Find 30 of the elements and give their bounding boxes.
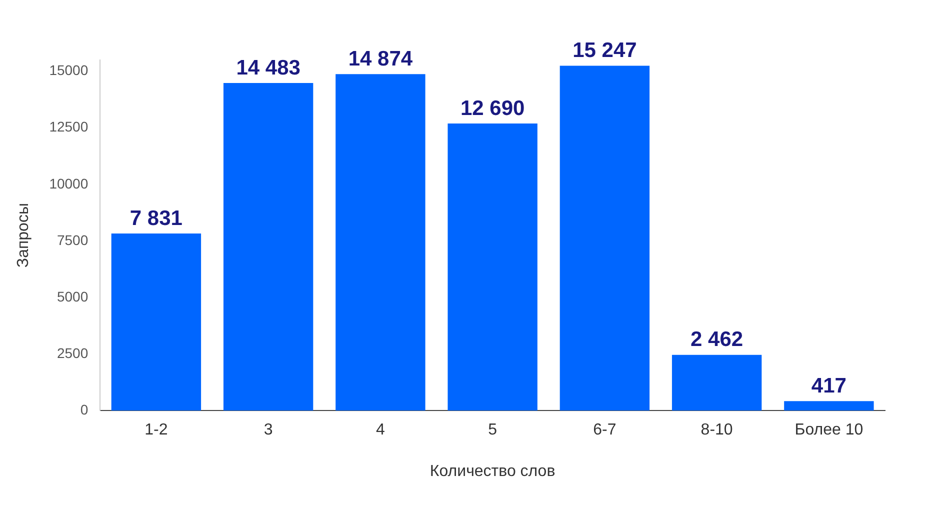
bar bbox=[560, 66, 650, 411]
x-tick-label: 4 bbox=[376, 422, 385, 439]
data-label: 14 874 bbox=[348, 47, 413, 70]
data-label: 417 bbox=[811, 374, 846, 398]
data-label: 7 831 bbox=[130, 206, 183, 230]
bar bbox=[336, 74, 426, 411]
y-tick-label: 12500 bbox=[49, 118, 88, 135]
x-tick-label: 8-10 bbox=[700, 422, 733, 439]
data-label: 14 483 bbox=[236, 56, 300, 80]
bar bbox=[672, 354, 762, 411]
x-tick-label: 1-2 bbox=[144, 422, 168, 439]
y-axis-title: Запросы bbox=[15, 203, 32, 268]
data-label: 12 690 bbox=[460, 96, 525, 120]
bar bbox=[111, 233, 202, 411]
y-tick-label: 10000 bbox=[49, 175, 88, 192]
y-tick-label: 0 bbox=[80, 401, 88, 418]
x-axis-title: Количество слов bbox=[430, 462, 556, 480]
bar bbox=[223, 83, 314, 411]
x-tick-label: 3 bbox=[264, 422, 273, 439]
y-tick-label: 15000 bbox=[49, 62, 88, 78]
y-tick-label: 5000 bbox=[56, 288, 88, 304]
x-tick-label: Более 10 bbox=[794, 422, 864, 439]
x-tick-label: 5 bbox=[488, 422, 498, 439]
x-tick-label: 6-7 bbox=[593, 422, 616, 439]
data-label: 15 247 bbox=[572, 39, 637, 62]
y-tick-label: 7500 bbox=[56, 232, 88, 248]
y-tick-label: 2500 bbox=[56, 344, 88, 361]
data-label: 2 462 bbox=[690, 328, 744, 352]
bar bbox=[784, 401, 874, 411]
bar bbox=[448, 124, 538, 411]
